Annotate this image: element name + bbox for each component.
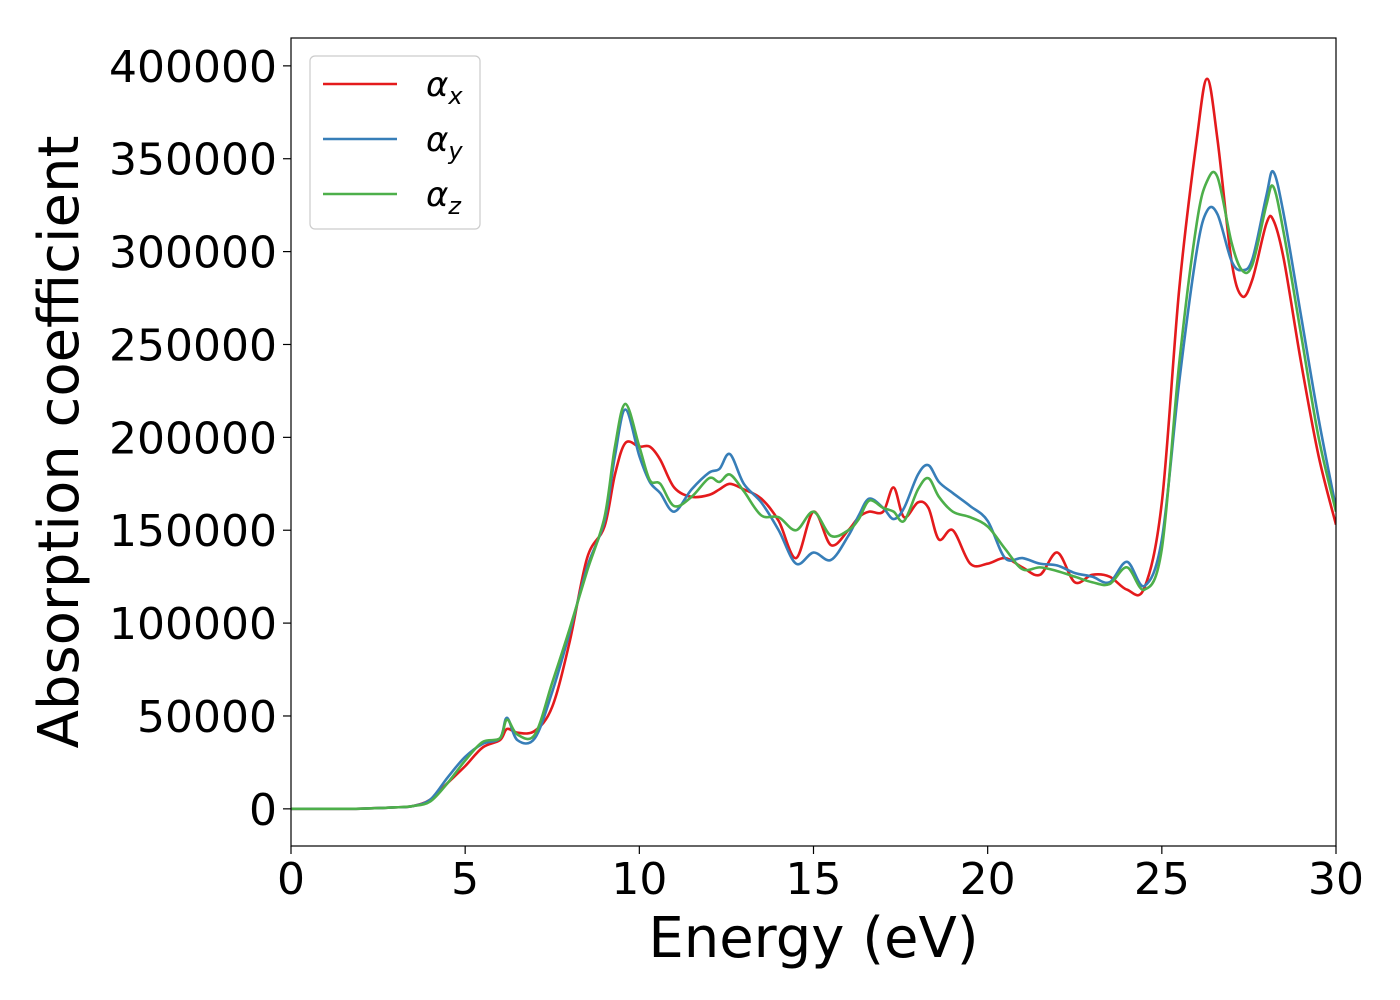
y-tick-label: 250000 — [109, 320, 277, 371]
series-line-1 — [291, 77, 1336, 811]
x-tick-label: 25 — [1134, 854, 1190, 905]
x-axis-title: Energy (eV) — [648, 906, 978, 971]
y-tick-label: 0 — [249, 785, 277, 836]
x-tick-label: 30 — [1308, 854, 1364, 905]
y-axis: 0 50000 100000 150000 200000 250000 300000 3500… — [109, 42, 291, 836]
y-tick-label: 100000 — [109, 599, 277, 650]
series-line-2 — [291, 169, 1336, 811]
y-tick-label: 350000 — [109, 135, 277, 186]
y-tick-label: 50000 — [137, 692, 277, 743]
legend-label-2: αy — [426, 120, 463, 165]
series-line-3 — [291, 170, 1336, 811]
legend-label-3: αz — [426, 175, 462, 220]
y-axis-title: Absorption coefficient — [27, 136, 92, 749]
x-tick-label: 10 — [611, 854, 667, 905]
y-tick-label: 150000 — [109, 506, 277, 557]
y-tick-label: 300000 — [109, 228, 277, 279]
legend-box — [309, 55, 481, 230]
x-tick-label: 5 — [451, 854, 479, 905]
x-tick-label: 20 — [960, 854, 1016, 905]
x-axis: 0 5 10 15 20 25 30 — [277, 846, 1364, 905]
x-tick-label: 15 — [786, 854, 842, 905]
legend-label-1: αx — [426, 65, 463, 110]
y-tick-label: 200000 — [109, 413, 277, 464]
series-layer — [291, 77, 1336, 811]
legend: αx αy αz — [309, 55, 481, 230]
x-tick-label: 0 — [277, 854, 305, 905]
y-tick-label: 400000 — [109, 42, 277, 93]
